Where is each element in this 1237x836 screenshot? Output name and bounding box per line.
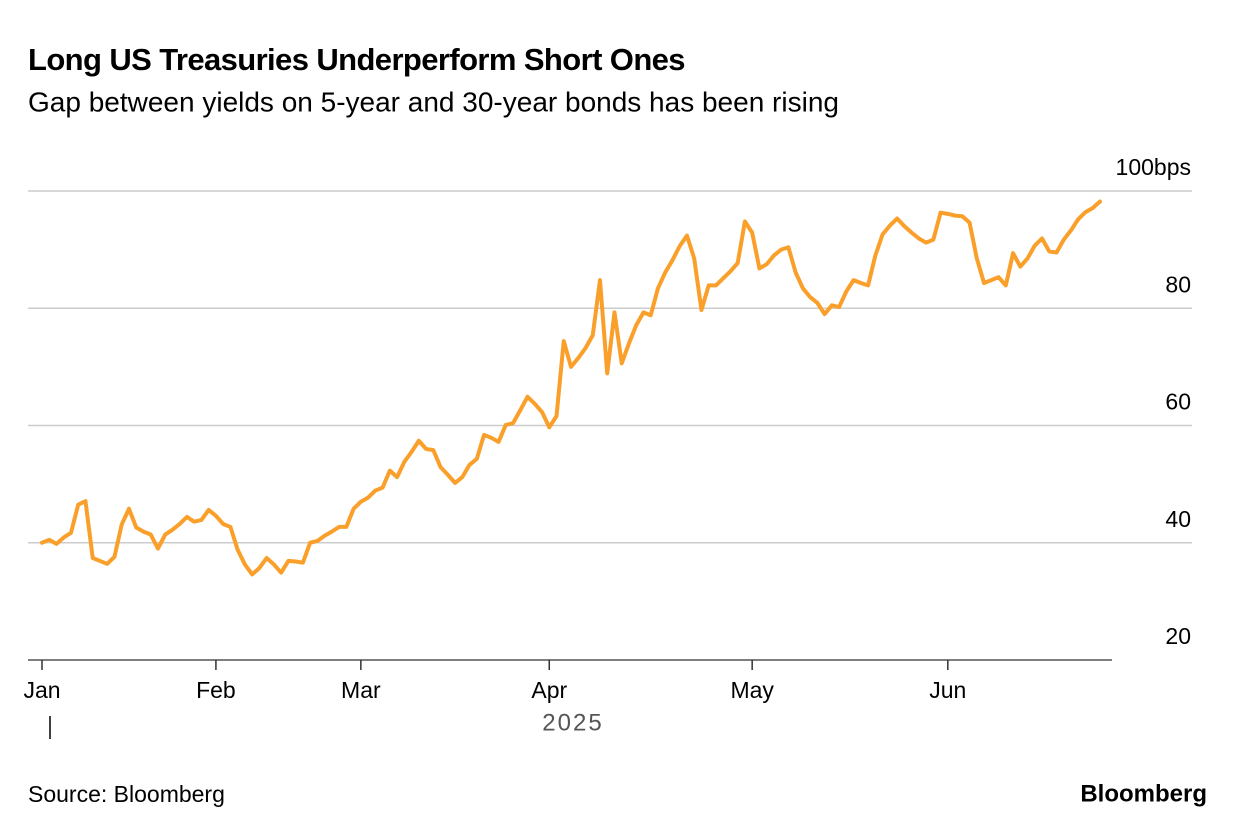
x-axis-label: 2025 bbox=[542, 709, 603, 736]
y-tick-label: 100bps bbox=[1116, 154, 1191, 180]
chart-subtitle: Gap between yields on 5-year and 30-year… bbox=[28, 86, 839, 117]
chart-title: Long US Treasuries Underperform Short On… bbox=[28, 42, 685, 77]
y-tick-label: 60 bbox=[1165, 389, 1191, 415]
source-note: Source: Bloomberg bbox=[28, 781, 225, 807]
data-line bbox=[40, 199, 1102, 577]
y-tick-label: 40 bbox=[1165, 506, 1191, 532]
x-tick-label: Mar bbox=[341, 677, 381, 703]
x-tick-label: Jan bbox=[23, 677, 60, 703]
x-tick-label: Jun bbox=[929, 677, 966, 703]
x-tick-label: Feb bbox=[196, 677, 236, 703]
x-tick-label: Apr bbox=[531, 677, 567, 703]
brand-logo: Bloomberg bbox=[1080, 780, 1207, 807]
y-tick-label: 20 bbox=[1165, 623, 1191, 649]
x-tick-label: May bbox=[730, 677, 774, 703]
y-tick-label: 80 bbox=[1165, 271, 1191, 297]
